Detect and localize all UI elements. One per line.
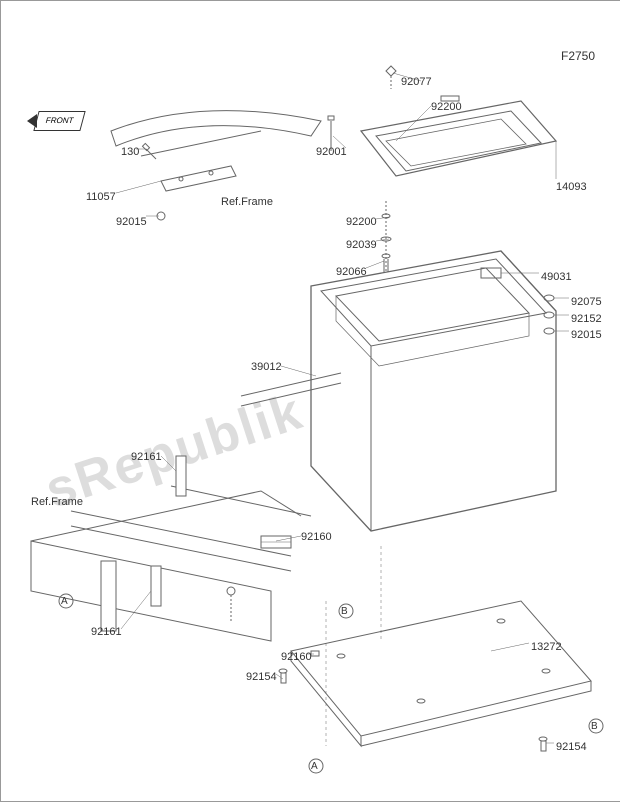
circle-ref: B [591,721,598,732]
ref-frame-label-2: Ref.Frame [31,496,83,508]
part-label: 92015 [116,216,147,228]
part-label: 49031 [541,271,572,283]
part-label: 92200 [431,101,462,113]
part-label: 92200 [346,216,377,228]
part-label: 92154 [246,671,277,683]
part-label: 92015 [571,329,602,341]
part-label: 11057 [86,191,116,203]
circle-ref: A [311,761,318,772]
part-label: 92039 [346,239,377,251]
part-label: 92161 [91,626,122,638]
part-label: 39012 [251,361,282,373]
diagram-svg [1,1,620,801]
part-label: 13272 [531,641,562,653]
ref-frame-label-1: Ref.Frame [221,196,273,208]
part-label: 92160 [281,651,312,663]
part-label: 130 [121,146,139,158]
diagram-code: F2750 [561,49,595,63]
part-label: 92161 [131,451,162,463]
part-label: 92001 [316,146,347,158]
part-label: 92075 [571,296,602,308]
part-label: 92077 [401,76,432,88]
part-label: 14093 [556,181,587,193]
part-label: 92160 [301,531,332,543]
diagram-container: FRONT sRepublik [0,0,620,802]
part-label: 92152 [571,313,602,325]
part-label: 92154 [556,741,587,753]
part-label: 92066 [336,266,367,278]
circle-ref: A [61,596,68,607]
circle-ref: B [341,606,348,617]
